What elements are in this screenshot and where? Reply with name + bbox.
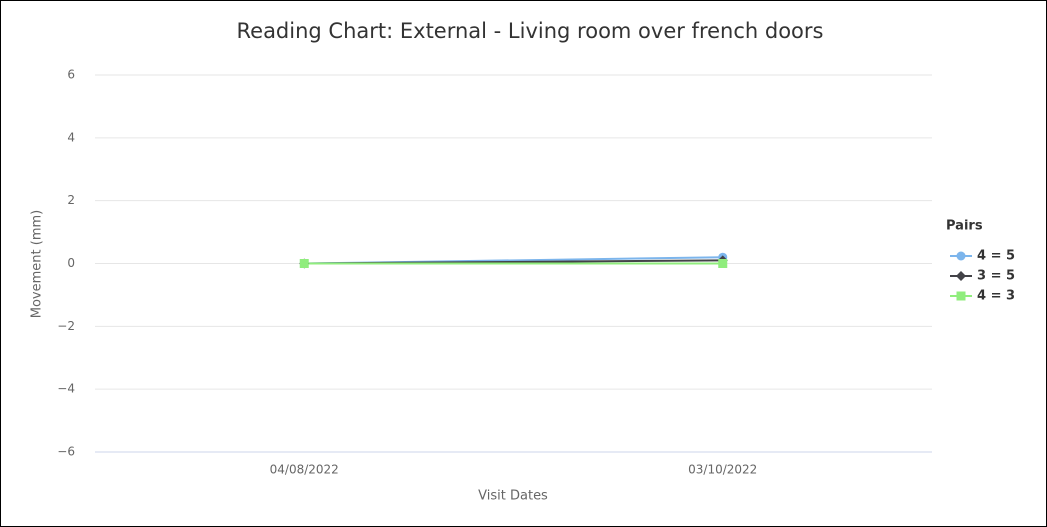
legend-marker — [956, 271, 966, 281]
chart-title: Reading Chart: External - Living room ov… — [237, 19, 824, 43]
y-tick-label: 2 — [67, 193, 75, 207]
y-tick-label: 0 — [67, 256, 75, 270]
legend-marker — [956, 291, 966, 301]
legend-label: 4 = 5 — [977, 249, 1015, 264]
y-tick-label: −4 — [57, 382, 75, 396]
data-point — [299, 259, 309, 268]
y-tick-label: 4 — [67, 130, 75, 144]
legend-marker — [956, 251, 966, 261]
y-tick-label: 6 — [67, 68, 75, 82]
legend-label: 3 = 5 — [977, 269, 1015, 284]
legend-label: 4 = 3 — [977, 289, 1015, 304]
x-tick-label: 04/08/2022 — [270, 463, 339, 477]
y-axis-title: Movement (mm) — [30, 210, 45, 318]
legend-title: Pairs — [946, 219, 983, 234]
data-point — [718, 259, 728, 268]
x-axis-title: Visit Dates — [478, 489, 548, 504]
y-tick-label: −6 — [57, 445, 75, 459]
x-tick-label: 03/10/2022 — [688, 463, 757, 477]
y-tick-label: −2 — [57, 319, 75, 333]
